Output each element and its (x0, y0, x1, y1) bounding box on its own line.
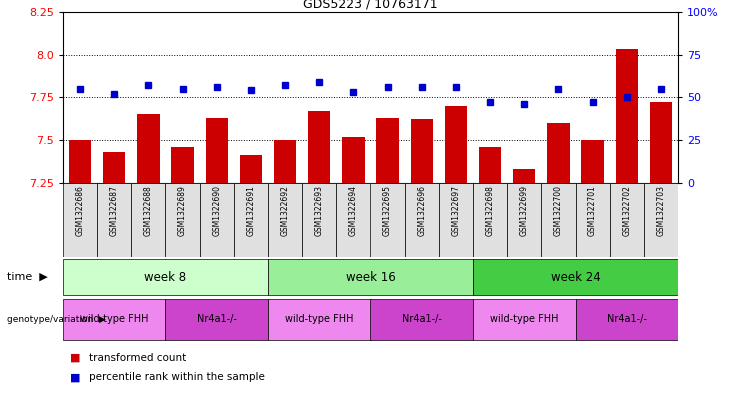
Text: GSM1322686: GSM1322686 (76, 185, 84, 236)
Bar (514, 169, 535, 183)
Bar (103, 152, 125, 183)
Bar (582, 140, 604, 183)
Bar (411, 119, 433, 183)
Bar (610, 183, 644, 257)
Bar (507, 183, 542, 257)
Text: GSM1322697: GSM1322697 (451, 185, 460, 236)
Text: GSM1322692: GSM1322692 (281, 185, 290, 236)
Text: GSM1322698: GSM1322698 (485, 185, 494, 236)
Text: GSM1322695: GSM1322695 (383, 185, 392, 236)
Bar (542, 183, 576, 257)
Bar (165, 183, 199, 257)
Text: week 8: week 8 (144, 270, 187, 284)
Text: GSM1322696: GSM1322696 (417, 185, 426, 236)
Text: GSM1322693: GSM1322693 (315, 185, 324, 236)
Bar (63, 299, 165, 340)
Bar (370, 299, 473, 340)
Text: GSM1322701: GSM1322701 (588, 185, 597, 236)
Text: percentile rank within the sample: percentile rank within the sample (89, 372, 265, 382)
Bar (63, 259, 268, 295)
Text: GSM1322691: GSM1322691 (247, 185, 256, 236)
Bar (376, 118, 399, 183)
Bar (268, 299, 370, 340)
Text: Nr4a1-/-: Nr4a1-/- (197, 314, 236, 324)
Text: transformed count: transformed count (89, 353, 186, 363)
Text: GSM1322688: GSM1322688 (144, 185, 153, 236)
Text: GSM1322690: GSM1322690 (212, 185, 222, 236)
Text: genotype/variation  ▶: genotype/variation ▶ (7, 315, 106, 324)
Text: ■: ■ (70, 372, 81, 382)
Bar (131, 183, 165, 257)
Bar (576, 183, 610, 257)
Bar (268, 259, 473, 295)
Bar (234, 183, 268, 257)
Text: GSM1322689: GSM1322689 (178, 185, 187, 236)
Bar (370, 183, 405, 257)
Bar (302, 183, 336, 257)
Bar (268, 183, 302, 257)
Text: week 16: week 16 (345, 270, 396, 284)
Bar (548, 123, 570, 183)
Bar (405, 183, 439, 257)
Title: GDS5223 / 10763171: GDS5223 / 10763171 (303, 0, 438, 11)
Text: wild-type FHH: wild-type FHH (80, 314, 148, 324)
Bar (240, 155, 262, 183)
Bar (69, 140, 91, 183)
Bar (479, 147, 501, 183)
Bar (308, 111, 330, 183)
Bar (63, 183, 97, 257)
Text: Nr4a1-/-: Nr4a1-/- (607, 314, 647, 324)
Bar (473, 259, 678, 295)
Text: GSM1322703: GSM1322703 (657, 185, 665, 236)
Bar (473, 183, 507, 257)
Bar (342, 137, 365, 183)
Text: GSM1322694: GSM1322694 (349, 185, 358, 236)
Text: week 24: week 24 (551, 270, 600, 284)
Bar (473, 299, 576, 340)
Bar (576, 299, 678, 340)
Text: time  ▶: time ▶ (7, 272, 48, 282)
Text: wild-type FHH: wild-type FHH (490, 314, 559, 324)
Bar (336, 183, 370, 257)
Bar (439, 183, 473, 257)
Text: GSM1322687: GSM1322687 (110, 185, 119, 236)
Text: GSM1322700: GSM1322700 (554, 185, 563, 236)
Bar (171, 147, 193, 183)
Bar (199, 183, 234, 257)
Bar (97, 183, 131, 257)
Bar (616, 50, 638, 183)
Bar (137, 114, 159, 183)
Text: ■: ■ (70, 353, 81, 363)
Text: wild-type FHH: wild-type FHH (285, 314, 353, 324)
Bar (165, 299, 268, 340)
Bar (206, 118, 227, 183)
Bar (445, 106, 467, 183)
Bar (650, 103, 672, 183)
Bar (274, 140, 296, 183)
Text: Nr4a1-/-: Nr4a1-/- (402, 314, 442, 324)
Text: GSM1322699: GSM1322699 (519, 185, 529, 236)
Bar (644, 183, 678, 257)
Text: GSM1322702: GSM1322702 (622, 185, 631, 236)
